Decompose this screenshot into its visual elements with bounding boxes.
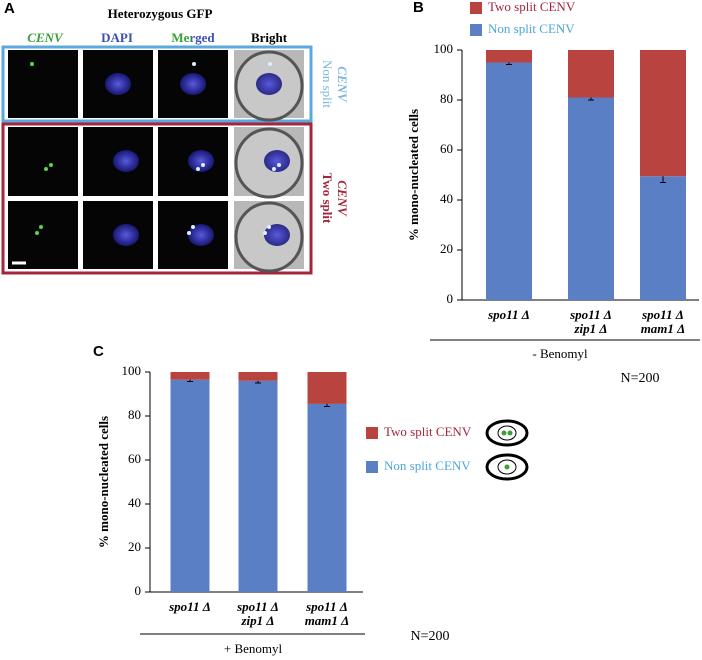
bar-segment (640, 50, 686, 177)
image (8, 50, 78, 118)
legend-label: Non split CENV (384, 458, 471, 473)
x-tick-label: mam1 Δ (641, 321, 686, 336)
x-axis-label: - Benomyl (532, 346, 588, 361)
nucleus (188, 150, 214, 172)
spot (35, 231, 39, 235)
bar-segment (568, 50, 614, 98)
nucleus-icon (497, 425, 517, 441)
x-tick-label: zip1 Δ (240, 613, 274, 628)
annotation: N=200 (410, 629, 449, 644)
row-label: Non split CENV (320, 60, 350, 108)
annotation: N=200 (620, 371, 659, 386)
spot (267, 225, 271, 229)
dot-icon (501, 430, 507, 436)
nucleus (264, 224, 290, 246)
row-label-line: CENV (335, 180, 350, 217)
x-tick-label: zip1 Δ (573, 321, 607, 336)
bar-segment (170, 372, 210, 380)
row-label: Two split CENV (320, 173, 350, 224)
bar-segment (238, 372, 278, 381)
spot (196, 167, 200, 171)
dot-icon (507, 430, 513, 436)
x-tick-label: mam1 Δ (305, 613, 350, 628)
y-tick-label: 40 (128, 495, 141, 510)
panel-title: Heterozygous GFP (108, 6, 213, 21)
legend-label: Two split CENV (488, 0, 576, 14)
micrographs (8, 50, 304, 273)
x-tick-label: spo11 Δ (641, 307, 684, 322)
row-label-line: Two split (320, 173, 335, 224)
spot (192, 62, 196, 66)
bar-segment (640, 176, 686, 300)
y-axis-label: % mono-nucleated cells (96, 416, 111, 548)
column-header: Bright (251, 30, 288, 45)
y-tick-label: 60 (128, 451, 141, 466)
bar-segment (238, 380, 278, 592)
y-tick-label: 0 (135, 583, 142, 598)
spot (191, 225, 195, 229)
dot-icon (504, 464, 510, 470)
legend-swatch (470, 2, 482, 14)
y-tick-label: 100 (122, 363, 142, 378)
x-tick-label: spo11 Δ (236, 599, 279, 614)
nucleus (188, 224, 214, 246)
y-tick-label: 0 (447, 291, 454, 306)
nucleus (180, 73, 206, 95)
panel-label: A (4, 0, 15, 17)
spot (268, 62, 272, 66)
spot (49, 163, 53, 167)
nucleus (264, 150, 290, 172)
image (8, 201, 78, 269)
y-tick-label: 80 (128, 407, 141, 422)
x-tick-label: spo11 Δ (305, 599, 348, 614)
nucleus (256, 73, 282, 95)
spot (272, 167, 276, 171)
spot (30, 62, 34, 66)
panel-label: C (93, 343, 104, 360)
y-tick-label: 40 (440, 191, 453, 206)
legend-swatch (366, 461, 378, 473)
bar-segment (170, 379, 210, 592)
x-tick-label: spo11 Δ (569, 307, 612, 322)
bar-segment (307, 403, 347, 592)
spot (187, 231, 191, 235)
spot (39, 225, 43, 229)
y-tick-label: 20 (440, 241, 453, 256)
bar-segment (568, 97, 614, 300)
y-tick-label: 100 (434, 41, 454, 56)
y-tick-label: 20 (128, 539, 141, 554)
frame (1, 45, 313, 123)
spot (277, 163, 281, 167)
row-label-line: CENV (335, 66, 350, 103)
nucleus (113, 224, 139, 246)
legend-swatch (470, 24, 482, 36)
bar-segment (307, 372, 347, 404)
spot (263, 231, 267, 235)
column-header: CENV (27, 30, 64, 45)
spot (201, 163, 205, 167)
image (8, 127, 78, 196)
legend-swatch (366, 427, 378, 439)
bar-segment (486, 62, 532, 300)
panel-a: A Heterozygous GFP CENV DAPI Merged Brig… (1, 0, 350, 275)
column-header: DAPI (101, 30, 133, 45)
panel-label: B (413, 0, 424, 16)
nucleus (113, 150, 139, 172)
legend-label: Non split CENV (488, 21, 575, 36)
frame (1, 122, 313, 275)
legend-label: Two split CENV (384, 424, 472, 439)
y-axis-label: % mono-nucleated cells (406, 109, 421, 241)
x-axis-label: + Benomyl (224, 641, 283, 656)
spot (44, 167, 48, 171)
y-tick-label: 80 (440, 91, 453, 106)
x-tick-label: spo11 Δ (487, 307, 530, 322)
nucleus (105, 73, 131, 95)
column-header: Merged (171, 30, 215, 45)
row-label-line: Non split (320, 60, 335, 108)
y-tick-label: 60 (440, 141, 453, 156)
x-tick-label: spo11 Δ (168, 599, 211, 614)
bar-segment (486, 50, 532, 63)
